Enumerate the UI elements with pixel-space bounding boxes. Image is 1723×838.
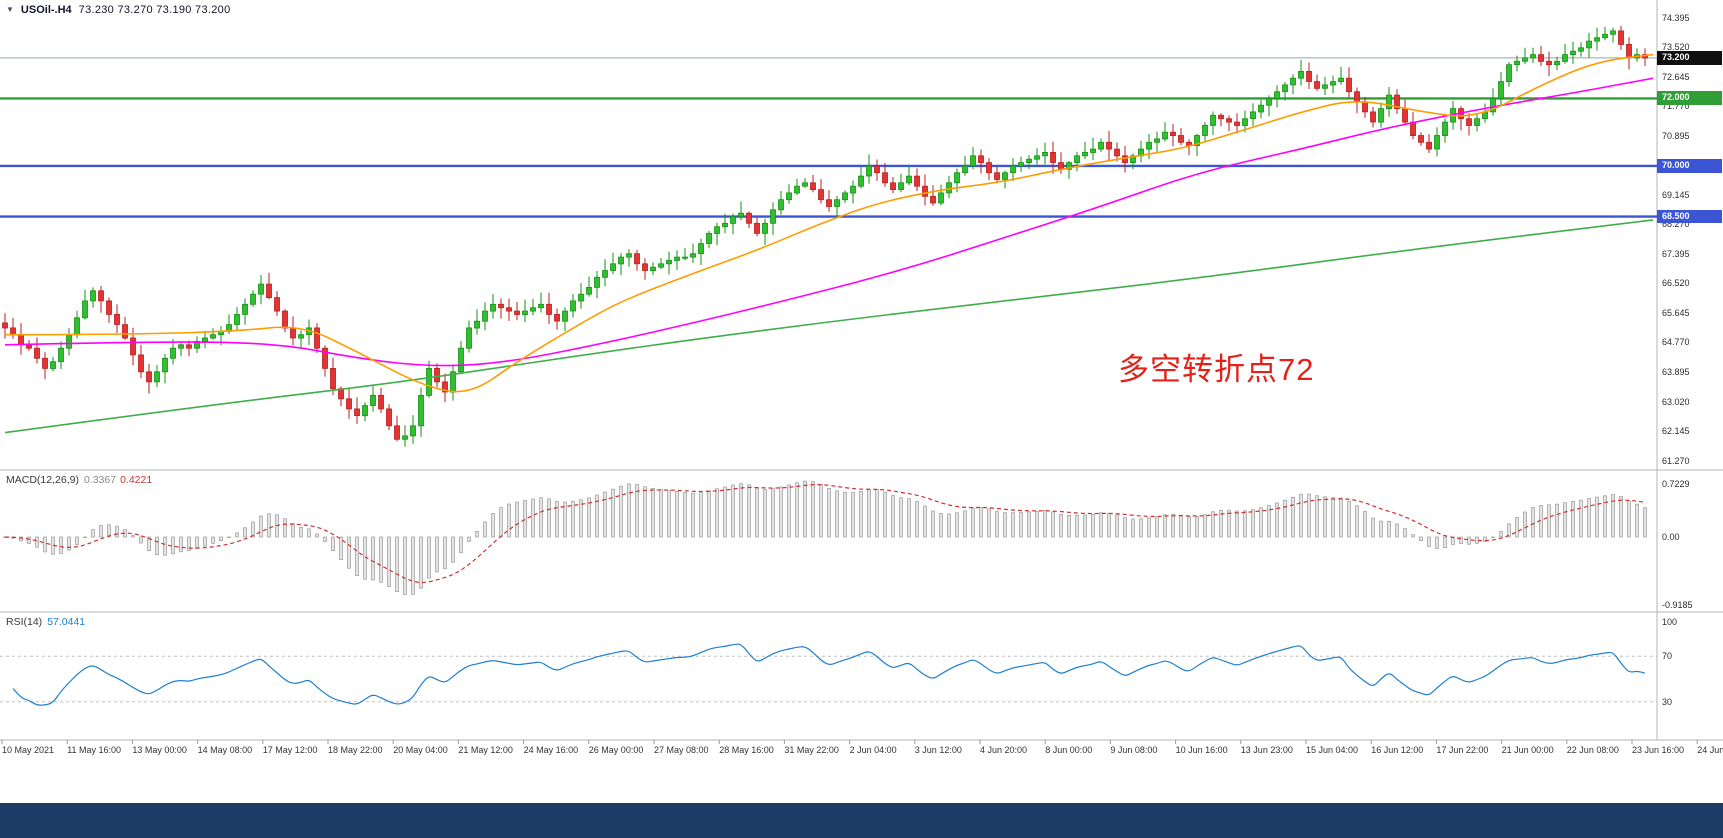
- time-axis-label: 21 May 12:00: [458, 745, 513, 755]
- time-axis-label: 8 Jun 00:00: [1045, 745, 1093, 755]
- rsi-value: 57.0441: [47, 616, 86, 628]
- rsi-indicator-label: RSI(14) 57.0441: [6, 616, 85, 628]
- price-axis-label: 64.770: [1662, 337, 1690, 348]
- macd-value: 0.3367: [83, 474, 117, 486]
- time-axis-label: 24 May 16:00: [523, 745, 579, 755]
- price-level-badge: 72.000: [1657, 91, 1722, 106]
- macd-signal-value: 0.4221: [120, 474, 153, 486]
- rsi-name: RSI(14): [6, 616, 43, 628]
- price-axis-label: 65.645: [1662, 307, 1690, 318]
- price-axis-label: 72.645: [1662, 71, 1690, 82]
- price-axis-label: 69.145: [1662, 189, 1690, 200]
- time-axis-label: 28 May 16:00: [719, 745, 774, 755]
- time-axis-label: 26 May 00:00: [588, 745, 644, 755]
- time-axis-label: 11 May 16:00: [67, 745, 122, 755]
- time-axis-label: 14 May 08:00: [197, 745, 253, 755]
- time-axis-label: 17 Jun 22:00: [1436, 745, 1489, 755]
- rsi-axis-label: 30: [1662, 696, 1673, 707]
- time-axis-label: 13 May 00:00: [132, 745, 187, 755]
- annotation-text: 多空转折点72: [1118, 352, 1315, 387]
- collapse-chevron-icon[interactable]: ▼: [6, 5, 14, 14]
- price-axis-label: 62.145: [1662, 426, 1690, 437]
- price-axis-label: 61.270: [1662, 455, 1690, 466]
- rsi-axis-label: 100: [1662, 617, 1678, 627]
- time-axis-label: 3 Jun 12:00: [914, 745, 962, 755]
- symbol-timeframe-label: USOil-.H4: [20, 4, 72, 16]
- price-axis-label: 73.520: [1662, 42, 1690, 53]
- ohlc-values: 73.230 73.270 73.190 73.200: [78, 4, 231, 16]
- time-axis[interactable]: 10 May 2021 11 May 16:00 13 May 00:00 14 Ma…: [0, 742, 1723, 760]
- time-axis-label: 23 Jun 16:00: [1632, 745, 1685, 755]
- price-axis-label: 74.395: [1662, 12, 1690, 23]
- time-axis-label: 9 Jun 08:00: [1110, 745, 1158, 755]
- macd-indicator-label: MACD(12,26,9) 0.3367 0.4221: [6, 474, 152, 486]
- time-axis-label: 31 May 22:00: [784, 745, 839, 755]
- time-axis-label: 2 Jun 04:00: [849, 745, 897, 755]
- time-axis-label: 15 Jun 04:00: [1306, 745, 1359, 755]
- time-axis-label: 16 Jun 12:00: [1371, 745, 1424, 755]
- chart-canvas[interactable]: [0, 0, 1723, 760]
- chart-title: ▼ USOil-.H4 73.230 73.270 73.190 73.200: [6, 4, 231, 16]
- time-axis-label: 22 Jun 08:00: [1566, 745, 1619, 755]
- time-axis-label: 10 May 2021: [2, 745, 55, 755]
- price-level-badge: 73.200: [1657, 50, 1722, 65]
- rsi-axis-label: 70: [1662, 651, 1673, 662]
- time-axis-label: 18 May 22:00: [328, 745, 383, 755]
- price-axis-label: 63.020: [1662, 396, 1690, 407]
- macd-axis-label: -0.9185: [1662, 599, 1693, 610]
- price-axis-label: 70.895: [1662, 130, 1690, 141]
- time-axis-label: 4 Jun 20:00: [980, 745, 1028, 755]
- price-level-badge: 70.000: [1657, 158, 1722, 173]
- time-axis-label: 24 Jun 22:00: [1697, 745, 1723, 755]
- macd-name: MACD(12,26,9): [6, 474, 79, 486]
- bottom-taskbar: [0, 803, 1723, 838]
- price-axis-label: 67.395: [1662, 248, 1690, 259]
- price-axis-label: 63.895: [1662, 366, 1690, 377]
- time-axis-label: 10 Jun 16:00: [1175, 745, 1228, 755]
- price-axis-label: 66.520: [1662, 278, 1690, 289]
- price-axis-label: 71.770: [1662, 101, 1690, 112]
- time-axis-label: 20 May 04:00: [393, 745, 448, 755]
- time-axis-label: 17 May 12:00: [262, 745, 318, 755]
- time-axis-label: 27 May 08:00: [654, 745, 709, 755]
- price-axis-label: 68.270: [1662, 219, 1690, 230]
- macd-axis-label: 0.7229: [1662, 478, 1690, 489]
- price-level-badge: 68.500: [1657, 209, 1722, 224]
- price-axis[interactable]: 74.395 73.520 72.645 71.770 70.895 69.145 68.2…: [1657, 0, 1723, 742]
- macd-axis-label: 0.00: [1662, 532, 1680, 542]
- time-axis-label: 21 Jun 00:00: [1501, 745, 1554, 755]
- time-axis-label: 13 Jun 23:00: [1240, 745, 1293, 755]
